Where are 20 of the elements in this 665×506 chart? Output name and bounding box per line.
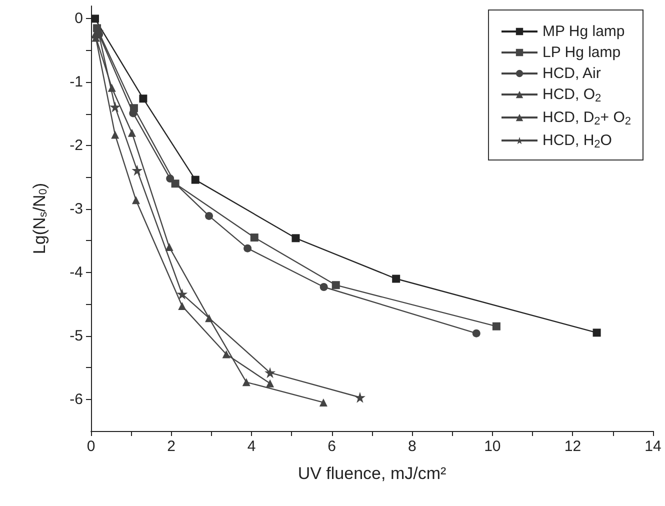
x-tick-label: 12 bbox=[564, 438, 582, 455]
y-tick-label: -3 bbox=[70, 200, 83, 218]
x-tick-label: 8 bbox=[408, 438, 416, 455]
y-tick-label: 0 bbox=[74, 10, 83, 28]
x-tick-label: 0 bbox=[86, 438, 96, 455]
x-axis-title: UV fluence, mJ/cm² bbox=[298, 464, 446, 483]
x-tick-label: 2 bbox=[167, 438, 176, 455]
x-tick-label: 10 bbox=[484, 438, 501, 455]
legend-label: LP Hg lamp bbox=[542, 44, 621, 61]
y-tick-label: -5 bbox=[70, 327, 83, 344]
legend-label: HCD, Air bbox=[542, 65, 601, 82]
legend-label: MP Hg lamp bbox=[542, 23, 625, 40]
y-axis-title: Lg(Ns/N0) bbox=[30, 182, 50, 254]
x-tick-label: 4 bbox=[247, 438, 256, 455]
x-tick-label: 6 bbox=[328, 438, 336, 455]
x-tick-label: 14 bbox=[644, 438, 662, 455]
y-tick-label: -2 bbox=[70, 137, 83, 154]
y-tick-label: -4 bbox=[70, 264, 83, 281]
y-tick-label: -1 bbox=[70, 74, 83, 91]
y-tick-label: -6 bbox=[70, 390, 83, 408]
